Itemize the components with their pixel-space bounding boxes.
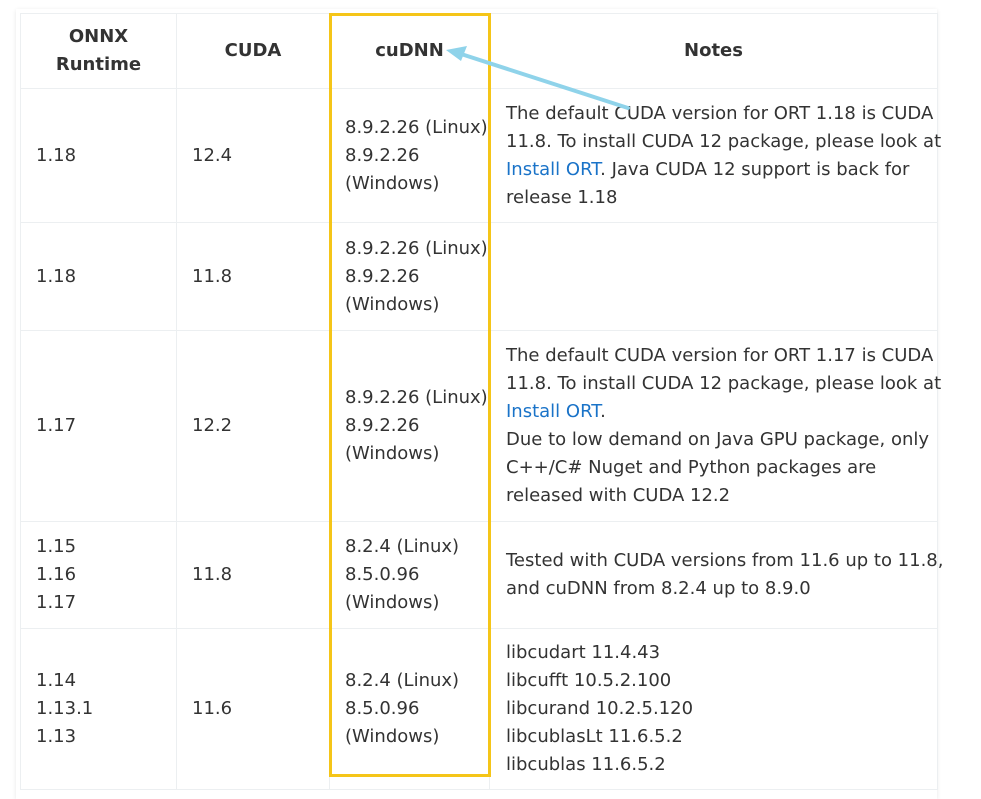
notes-text: C++/C# Nuget and Python packages are — [506, 457, 877, 478]
runtime-version: 1.18 — [36, 144, 77, 166]
notes-text: Due to low demand on Java GPU package, o… — [506, 429, 930, 450]
table-row: 1.18 11.8 8.9.2.26 (Linux) 8.9.2.26 (Windows… — [20, 222, 938, 331]
notes-line: Install ORT. — [506, 398, 927, 426]
runtime-version: 1.16 — [36, 564, 77, 585]
install-ort-link[interactable]: Install ORT — [506, 158, 601, 180]
cell-cudnn: 8.9.2.26 (Linux) 8.9.2.26 (Windows) — [329, 222, 490, 331]
table-row: 1.14 1.13.1 1.13 11.6 8.2.4 (Linux) 8.5.0.96 (… — [20, 628, 938, 790]
notes-text: 11.8. To install CUDA 12 package, please… — [506, 373, 942, 394]
notes-text: libcurand 10.2.5.120 — [506, 698, 694, 719]
runtime-version: 1.17 — [36, 415, 77, 436]
notes-text: Tested with CUDA versions from 11.6 up t… — [506, 550, 944, 571]
notes-text: libcublas 11.6.5.2 — [506, 754, 666, 775]
cudnn-version: 8.2.4 (Linux) — [345, 536, 460, 557]
cudnn-version: (Windows) — [345, 293, 440, 315]
notes-line: released with CUDA 12.2 — [506, 482, 927, 510]
notes-line: libcublas 11.6.5.2 — [506, 751, 927, 779]
cell-notes: libcudart 11.4.43 libcufft 10.5.2.100 libc… — [489, 628, 938, 790]
cell-cudnn: 8.2.4 (Linux) 8.5.0.96 (Windows) — [329, 521, 490, 629]
notes-line: and cuDNN from 8.2.4 up to 8.9.0 — [506, 575, 927, 603]
notes-line: Tested with CUDA versions from 11.6 up t… — [506, 547, 943, 575]
cell-onnx-runtime: 1.14 1.13.1 1.13 — [20, 628, 177, 790]
table-row: 1.17 12.2 8.9.2.26 (Linux) 8.9.2.26 (Windows… — [20, 330, 941, 522]
cell-onnx-runtime: 1.17 — [20, 330, 177, 522]
notes-line: release 1.18 — [506, 184, 927, 212]
cell-notes — [489, 222, 938, 331]
notes-line: 11.8. To install CUDA 12 package, please… — [506, 128, 941, 156]
notes-text: released with CUDA 12.2 — [506, 485, 731, 506]
cudnn-version: (Windows) — [345, 726, 440, 747]
cell-cudnn: 8.9.2.26 (Linux) 8.9.2.26 (Windows) — [329, 88, 490, 223]
cudnn-version: (Windows) — [345, 592, 440, 613]
runtime-version: 1.18 — [36, 265, 77, 287]
notes-line: C++/C# Nuget and Python packages are — [506, 454, 927, 482]
header-cuda: CUDA — [176, 13, 330, 89]
notes-text: libcufft 10.5.2.100 — [506, 670, 672, 691]
cudnn-version: 8.9.2.26 (Linux) — [345, 387, 488, 408]
notes-line: libcufft 10.5.2.100 — [506, 667, 927, 695]
notes-text: and cuDNN from 8.2.4 up to 8.9.0 — [506, 578, 811, 599]
cudnn-version: 8.5.0.96 — [345, 698, 420, 719]
header-runtime-line: ONNX — [68, 26, 129, 47]
runtime-version: 1.14 — [36, 670, 77, 691]
notes-line: Install ORT. Java CUDA 12 support is bac… — [506, 156, 927, 184]
cudnn-version: (Windows) — [345, 172, 440, 194]
cudnn-version: 8.9.2.26 (Linux) — [345, 237, 488, 259]
cudnn-version: 8.9.2.26 — [345, 144, 420, 166]
cudnn-version: 8.2.4 (Linux) — [345, 670, 460, 691]
install-ort-link[interactable]: Install ORT — [506, 401, 601, 422]
cell-notes: The default CUDA version for ORT 1.18 is… — [489, 88, 941, 223]
cudnn-version: 8.9.2.26 (Linux) — [345, 116, 488, 138]
notes-text: libcudart 11.4.43 — [506, 642, 661, 663]
notes-text: . Java CUDA 12 support is back for — [600, 158, 910, 180]
notes-line: Due to low demand on Java GPU package, o… — [506, 426, 930, 454]
cudnn-version: 8.5.0.96 — [345, 564, 420, 585]
header-cudnn: cuDNN — [329, 13, 490, 89]
compatibility-table: ONNX Runtime CUDA cuDNN Notes 1.18 12.4 8.… — [20, 13, 943, 790]
cell-onnx-runtime: 1.15 1.16 1.17 — [20, 521, 177, 629]
cell-cuda: 12.4 — [176, 88, 330, 223]
cell-onnx-runtime: 1.18 — [20, 222, 177, 331]
cell-cuda: 11.8 — [176, 222, 330, 331]
cell-onnx-runtime: 1.18 — [20, 88, 177, 223]
header-onnx-runtime: ONNX Runtime — [20, 13, 177, 89]
cell-notes: The default CUDA version for ORT 1.17 is… — [489, 330, 941, 522]
notes-line: libcublasLt 11.6.5.2 — [506, 723, 927, 751]
table-header-row: ONNX Runtime CUDA cuDNN Notes — [20, 13, 938, 89]
cudnn-version: 8.9.2.26 — [345, 415, 420, 436]
notes-text: release 1.18 — [506, 186, 618, 208]
table-row: 1.18 12.4 8.9.2.26 (Linux) 8.9.2.26 (Windows… — [20, 88, 941, 223]
notes-line: libcudart 11.4.43 — [506, 639, 927, 667]
notes-line: libcurand 10.2.5.120 — [506, 695, 927, 723]
runtime-version: 1.15 — [36, 536, 77, 557]
notes-line: The default CUDA version for ORT 1.18 is… — [506, 100, 933, 128]
notes-text: The default CUDA version for ORT 1.18 is… — [506, 102, 934, 124]
cudnn-version: (Windows) — [345, 443, 440, 464]
notes-text: 11.8. To install CUDA 12 package, please… — [506, 130, 942, 152]
cell-cuda: 11.6 — [176, 628, 330, 790]
runtime-version: 1.13.1 — [36, 698, 94, 719]
cudnn-version: 8.9.2.26 — [345, 265, 420, 287]
cell-cudnn: 8.2.4 (Linux) 8.5.0.96 (Windows) — [329, 628, 490, 790]
header-runtime-line: Runtime — [55, 54, 142, 75]
runtime-version: 1.13 — [36, 726, 77, 747]
notes-line: The default CUDA version for ORT 1.17 is… — [506, 342, 933, 370]
cell-cudnn: 8.9.2.26 (Linux) 8.9.2.26 (Windows) — [329, 330, 490, 522]
notes-text: libcublasLt 11.6.5.2 — [506, 726, 683, 747]
table-row: 1.15 1.16 1.17 11.8 8.2.4 (Linux) 8.5.0.96 (Wi… — [20, 521, 943, 629]
header-notes: Notes — [489, 13, 938, 89]
cell-notes: Tested with CUDA versions from 11.6 up t… — [489, 521, 943, 629]
cell-cuda: 12.2 — [176, 330, 330, 522]
notes-text: . — [600, 401, 606, 422]
cell-cuda: 11.8 — [176, 521, 330, 629]
runtime-version: 1.17 — [36, 592, 77, 613]
notes-text: The default CUDA version for ORT 1.17 is… — [506, 345, 934, 366]
notes-line: 11.8. To install CUDA 12 package, please… — [506, 370, 941, 398]
